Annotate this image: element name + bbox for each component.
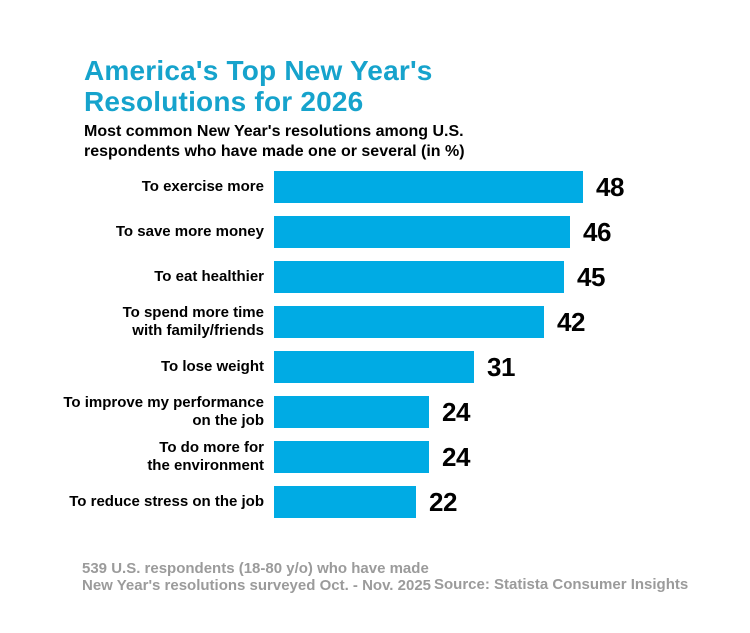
bar (274, 171, 583, 203)
bar-chart: To exercise more 48 To save more money 4… (0, 171, 750, 531)
chart-row: To improve my performance on the job 24 (0, 394, 750, 441)
footnote-line2: New Year's resolutions surveyed Oct. - N… (82, 577, 431, 594)
category-label: To reduce stress on the job (69, 493, 264, 510)
footnote: 539 U.S. respondents (18-80 y/o) who hav… (82, 560, 431, 594)
bar (274, 396, 429, 428)
value-label: 48 (596, 172, 624, 202)
bar-cell: 24 (274, 441, 470, 473)
bar (274, 441, 429, 473)
bar-cell: 48 (274, 171, 624, 203)
bar (274, 216, 570, 248)
footnote-line1: 539 U.S. respondents (18-80 y/o) who hav… (82, 560, 429, 577)
value-label: 31 (487, 352, 515, 382)
value-label: 24 (442, 442, 470, 472)
chart-title-line2: Resolutions for 2026 (84, 85, 364, 117)
bar-cell: 46 (274, 216, 611, 248)
chart-row: To do more for the environment 24 (0, 439, 750, 486)
bar-cell: 22 (274, 486, 457, 518)
bar (274, 351, 474, 383)
chart-title-line1: America's Top New Year's (84, 54, 433, 86)
bar (274, 261, 564, 293)
chart-subtitle-line1: Most common New Year's resolutions among… (84, 123, 464, 140)
chart-row: To eat healthier 45 (0, 261, 750, 306)
bar-cell: 31 (274, 351, 515, 383)
bar-cell: 42 (274, 306, 585, 338)
chart-row: To save more money 46 (0, 216, 750, 261)
category-label: To eat healthier (154, 268, 264, 285)
value-label: 42 (557, 307, 585, 337)
chart-subtitle-line2: respondents who have made one or several… (84, 143, 465, 160)
chart-row: To spend more time with family/friends 4… (0, 304, 750, 351)
category-label: To exercise more (141, 178, 264, 195)
chart-row: To lose weight 31 (0, 351, 750, 396)
category-label: To improve my performance on the job (63, 394, 264, 429)
bar (274, 306, 544, 338)
value-label: 22 (429, 487, 457, 517)
category-label: To lose weight (160, 358, 264, 375)
source-credit: Source: Statista Consumer Insights (434, 576, 689, 593)
chart-row: To reduce stress on the job 22 (0, 486, 750, 531)
bar-cell: 45 (274, 261, 605, 293)
chart-row: To exercise more 48 (0, 171, 750, 216)
value-label: 24 (442, 397, 470, 427)
category-label: To do more for the environment (147, 439, 264, 474)
bar (274, 486, 416, 518)
bar-cell: 24 (274, 396, 470, 428)
value-label: 46 (583, 217, 611, 247)
category-label: To spend more time with family/friends (122, 304, 264, 339)
chart-title: America's Top New Year's Resolutions for … (84, 55, 433, 117)
value-label: 45 (577, 262, 605, 292)
chart-subtitle: Most common New Year's resolutions among… (84, 122, 465, 162)
category-label: To save more money (115, 223, 264, 240)
